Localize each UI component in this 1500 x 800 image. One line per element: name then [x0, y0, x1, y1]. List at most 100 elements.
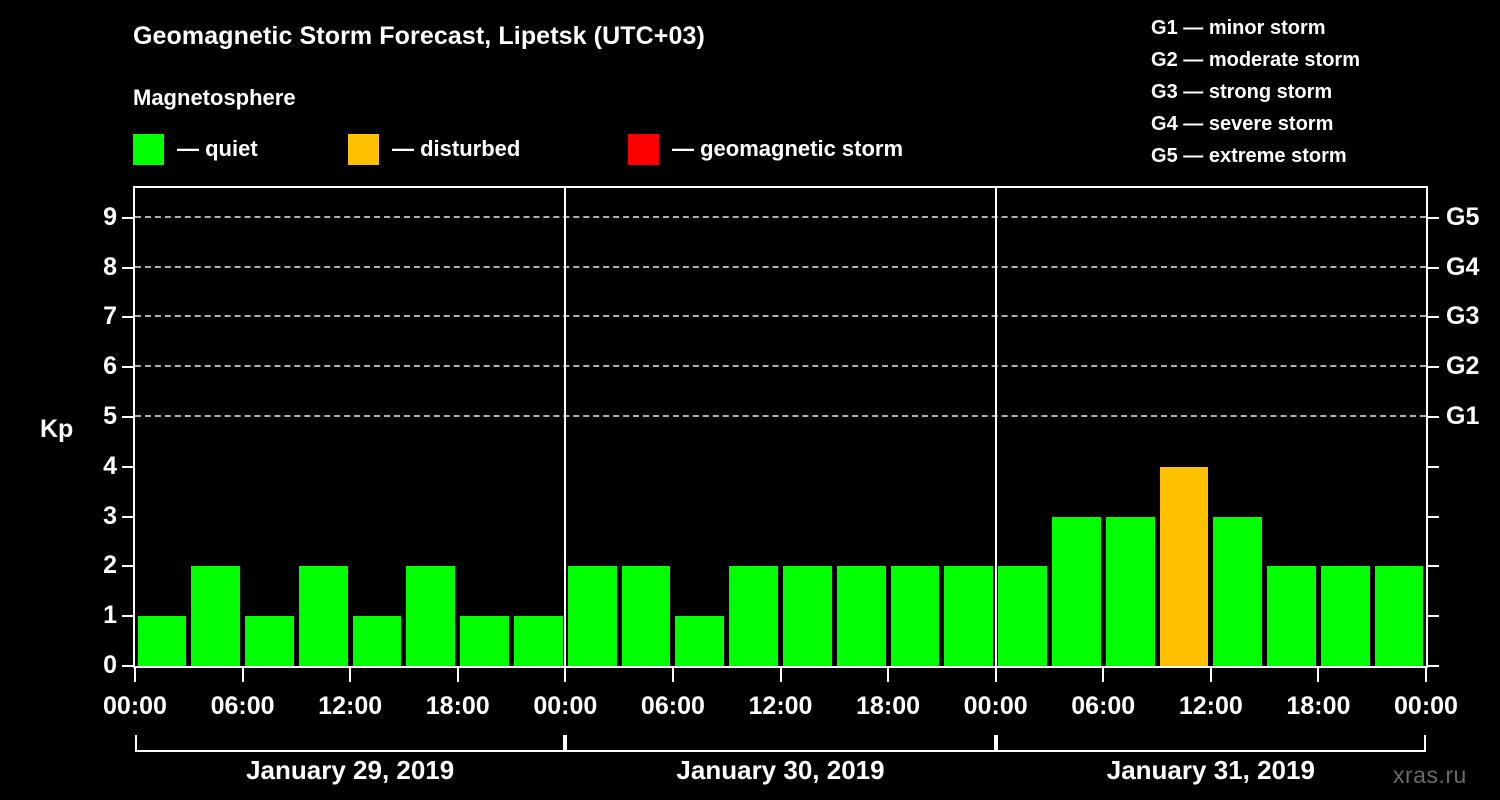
y-tick-right-8 [1428, 266, 1439, 269]
y-axis-label-2: 2 [103, 551, 117, 580]
y-tick-left-7 [122, 316, 133, 319]
y-axis-label-6: 6 [103, 352, 117, 381]
x-axis-label-11: 18:00 [1286, 692, 1351, 720]
bar-1 [191, 566, 241, 666]
g-scale-legend-row-4: G4 — severe storm [1151, 113, 1334, 135]
x-axis-label-9: 06:00 [1071, 692, 1136, 720]
y-tick-right-7 [1428, 316, 1439, 319]
disturbed-key: — disturbed [348, 133, 520, 165]
y-tick-left-1 [122, 615, 133, 618]
g-scale-legend-row-1: G1 — minor storm [1151, 17, 1326, 39]
x-axis-label-4: 00:00 [533, 692, 598, 720]
x-tick-9 [1102, 668, 1105, 682]
y-tick-right-9 [1428, 216, 1439, 219]
y-tick-right-0 [1428, 665, 1439, 667]
x-tick-6 [779, 668, 782, 682]
bar-2 [245, 616, 294, 666]
g-axis-label-G1: G1 [1446, 402, 1480, 431]
x-axis-label-10: 12:00 [1178, 692, 1243, 720]
x-tick-8 [994, 668, 997, 682]
y-tick-left-3 [122, 515, 133, 518]
y-axis-label-8: 8 [103, 252, 117, 281]
bar-7 [514, 616, 563, 666]
y-tick-left-6 [122, 366, 133, 369]
bar-0 [137, 616, 187, 666]
x-axis-label-1: 06:00 [210, 692, 275, 720]
y-tick-left-2 [122, 565, 133, 568]
day-label-3: January 31, 2019 [1106, 755, 1315, 785]
g-axis-label-G4: G4 [1446, 252, 1480, 281]
x-tick-4 [564, 668, 567, 682]
gridline-kp-7 [135, 315, 1426, 318]
bar-3 [298, 566, 348, 666]
day-label-1: January 29, 2019 [246, 755, 455, 785]
x-axis-label-5: 06:00 [640, 692, 705, 720]
bar-5 [406, 566, 456, 666]
y-tick-right-1 [1428, 615, 1439, 618]
quiet-key: — quiet [133, 133, 258, 165]
g-scale-legend: G1 — minor storm G2 — moderate storm G3 — … [1151, 12, 1360, 172]
y-axis-label-4: 4 [103, 451, 117, 480]
y-axis-label-5: 5 [103, 402, 117, 431]
x-tick-7 [887, 668, 890, 682]
x-tick-3 [456, 668, 459, 682]
y-axis-label-3: 3 [103, 501, 117, 530]
g-axis-label-G3: G3 [1446, 302, 1480, 331]
x-tick-5 [671, 668, 674, 682]
bar-17 [1051, 516, 1101, 666]
gridline-kp-6 [135, 365, 1426, 368]
y-axis-label-0: 0 [103, 651, 117, 679]
bar-13 [836, 566, 886, 666]
chart-subtitle: Magnetosphere [133, 85, 296, 110]
x-axis-label-8: 00:00 [963, 692, 1028, 720]
x-axis-label-7: 18:00 [856, 692, 921, 720]
disturbed-key-swatch-icon [348, 133, 379, 165]
gridline-kp-8 [135, 265, 1426, 268]
y-tick-right-6 [1428, 366, 1439, 369]
chart-plot-area [133, 186, 1428, 668]
bar-19 [1159, 466, 1209, 666]
bar-6 [460, 616, 510, 666]
y-tick-right-4 [1428, 465, 1439, 468]
gridline-kp-9 [135, 215, 1426, 218]
x-tick-1 [241, 668, 244, 682]
day-bracket-2 [565, 735, 996, 752]
x-axis-label-3: 18:00 [425, 692, 490, 720]
y-tick-left-8 [122, 266, 133, 269]
quiet-key-label: — quiet [177, 136, 258, 161]
day-label-2: January 30, 2019 [676, 755, 885, 785]
g-axis-label-G2: G2 [1446, 352, 1480, 381]
day-bracket-3 [995, 735, 1426, 752]
storm-key-label: — geomagnetic storm [672, 136, 904, 161]
g-axis-label-G5: G5 [1446, 202, 1480, 231]
y-tick-right-2 [1428, 565, 1439, 568]
watermark: xras.ru [1393, 762, 1467, 788]
bar-21 [1267, 566, 1316, 666]
x-axis-label-6: 12:00 [748, 692, 813, 720]
day-separator-1 [564, 188, 567, 666]
bar-14 [890, 566, 940, 666]
x-tick-2 [349, 668, 352, 682]
gridline-kp-5 [135, 415, 1426, 418]
y-axis-title: Kp [40, 415, 74, 443]
bar-8 [567, 566, 617, 666]
storm-key-swatch-icon [628, 133, 659, 165]
storm-key: — geomagnetic storm [628, 133, 903, 165]
page-title: Geomagnetic Storm Forecast, Lipetsk (UTC… [133, 22, 705, 50]
x-axis-label-0: 00:00 [103, 692, 167, 720]
bar-20 [1213, 516, 1263, 666]
y-tick-left-9 [122, 216, 133, 219]
y-tick-right-5 [1428, 416, 1439, 419]
x-tick-0 [134, 668, 136, 682]
bar-10 [675, 616, 725, 666]
y-tick-left-4 [122, 465, 133, 468]
bar-4 [352, 616, 402, 666]
quiet-key-swatch-icon [133, 133, 164, 165]
y-tick-left-5 [122, 416, 133, 419]
bar-16 [998, 566, 1047, 666]
x-axis-label-2: 12:00 [318, 692, 383, 720]
y-axis-label-7: 7 [103, 302, 117, 331]
x-tick-10 [1209, 668, 1212, 682]
y-axis-label-9: 9 [103, 202, 117, 231]
bar-11 [729, 566, 778, 666]
